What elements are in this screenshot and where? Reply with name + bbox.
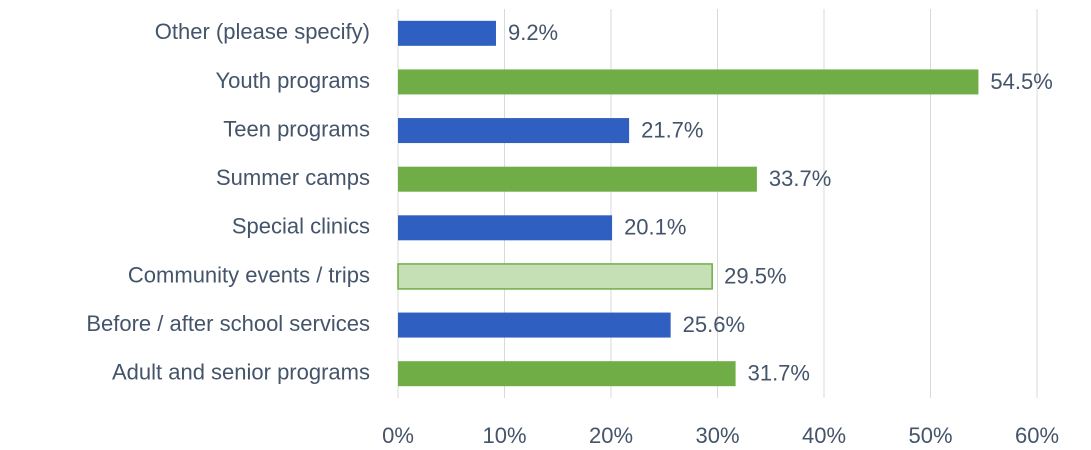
x-tick-label: 40% xyxy=(802,423,846,448)
data-label: 21.7% xyxy=(641,117,703,142)
data-label: 54.5% xyxy=(990,69,1052,94)
data-label: 33.7% xyxy=(769,166,831,191)
bar xyxy=(398,20,496,46)
bar xyxy=(398,215,613,241)
x-tick-label: 50% xyxy=(908,423,952,448)
x-tick-label: 60% xyxy=(1015,423,1059,448)
y-tick-label: Community events / trips xyxy=(128,262,370,287)
y-tick-label: Adult and senior programs xyxy=(112,360,370,385)
y-tick-label: Teen programs xyxy=(223,116,370,141)
y-tick-label: Other (please specify) xyxy=(155,19,370,44)
bar xyxy=(398,312,671,338)
x-tick-label: 30% xyxy=(695,423,739,448)
bar xyxy=(398,69,979,95)
bar xyxy=(398,166,757,192)
x-tick-label: 20% xyxy=(589,423,633,448)
y-tick-label: Special clinics xyxy=(232,214,370,239)
data-label: 9.2% xyxy=(508,20,558,45)
x-tick-label: 0% xyxy=(382,423,414,448)
bar xyxy=(398,118,630,144)
data-label: 25.6% xyxy=(683,312,745,337)
y-tick-label: Summer camps xyxy=(216,165,370,190)
data-label: 29.5% xyxy=(724,263,786,288)
bar xyxy=(397,263,713,290)
y-tick-label: Before / after school services xyxy=(86,311,370,336)
data-label: 31.7% xyxy=(748,361,810,386)
x-tick-label: 10% xyxy=(482,423,526,448)
data-label: 20.1% xyxy=(624,215,686,240)
y-tick-label: Youth programs xyxy=(215,68,370,93)
bar xyxy=(398,361,736,387)
